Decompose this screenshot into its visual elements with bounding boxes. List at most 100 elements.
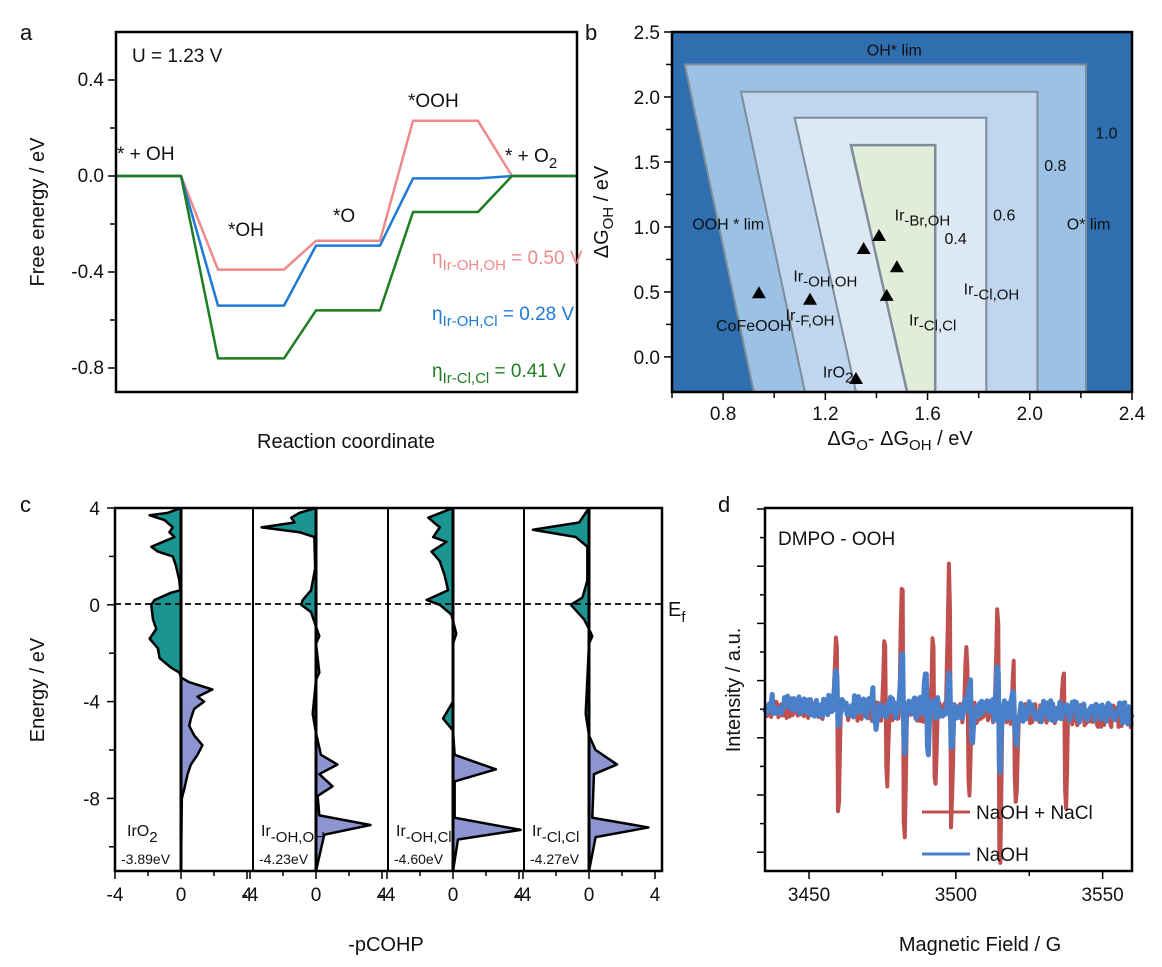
panel-d-label: d (718, 492, 730, 517)
state-label: * + O2 (505, 146, 557, 172)
series-line-ir-cl-cl (116, 174, 577, 360)
panel-a-x-axis-title: Reaction coordinate (257, 431, 435, 453)
panel-a-y-ticks: 0.4 0.0 -0.4 -0.8 (71, 70, 116, 379)
panel-a-series (116, 119, 577, 360)
x-tick-label: 4 (242, 885, 253, 906)
y-tick-label: 0.5 (634, 283, 660, 304)
panel-a-potential-annotation: U = 1.23 V (132, 46, 223, 67)
antibonding-area (149, 508, 181, 871)
icohp-value: -4.23eV (259, 851, 309, 867)
point-label: Ir-Br,OH (895, 207, 951, 229)
panel-d-x-axis-title: Magnetic Field / G (899, 934, 1061, 956)
y-tick-label: 0 (89, 596, 100, 617)
panel-d-epr-spectrum: d 3450 3500 3550 DMPO - OOH NaOH + NaClNaO… (718, 492, 1135, 956)
series-line-ir-oh-oh (116, 119, 577, 271)
panel-d-frame (763, 506, 1134, 873)
panel-b-label: b (585, 20, 597, 45)
x-tick-label: 1.6 (914, 404, 940, 425)
panel-c-x-axis-title: -pCOHP (348, 934, 424, 956)
panel-b-frame (670, 30, 1134, 394)
region-label: OOH * lim (692, 217, 764, 234)
x-tick-label: -4 (242, 885, 259, 906)
series-line-ir-oh-cl (116, 174, 577, 307)
y-tick-label: 1.5 (634, 153, 660, 174)
bonding-area (453, 508, 521, 871)
x-tick-label: 0 (176, 885, 187, 906)
point-iro2 (849, 372, 863, 385)
subplot-label: Ir-Cl,Cl (532, 823, 579, 846)
x-tick-label: 0 (584, 885, 595, 906)
legend-label: NaOH (976, 845, 1029, 866)
x-tick-label: 2.0 (1017, 404, 1043, 425)
panel-a-state-labels: * + OH *OH *O *OOH * + O2 (117, 91, 557, 241)
region-label: O* lim (1067, 217, 1111, 234)
x-tick-label: 3500 (935, 885, 977, 906)
panel-d-title: DMPO - OOH (778, 529, 895, 550)
x-tick-label: -4 (379, 885, 396, 906)
panel-c-ticks: 40-4-8-4 0 4-4 0 4-4 0 4-4 0 4 (83, 499, 661, 906)
panel-b-region-labels: OH* lim OOH * lim O* lim 1.0 0.8 0.6 0.4 (692, 42, 1117, 247)
y-tick-label: 4 (89, 499, 100, 520)
panel-b-volcano-contour: b OH* lim OOH * lim O* lim 1.0 0.8 0.6 0.4 CoF… (585, 20, 1146, 454)
legend-label: NaOH + NaCl (976, 803, 1093, 824)
point-ir-f-oh (803, 292, 817, 305)
subplot-label: Ir-OH,OH (261, 823, 325, 846)
point-ir-oh-oh (856, 242, 871, 255)
y-tick-label: 0.0 (78, 166, 104, 187)
point-label: Ir-OH,OH (793, 269, 857, 291)
bonding-area (181, 508, 213, 871)
panel-a-free-energy-diagram: a 0.40.0-0.4-0.8 U = 1.23 V * + OH*OH*O*… (20, 20, 583, 453)
region-label: 0.6 (993, 207, 1015, 224)
subplot-label: IrO2 (127, 823, 158, 846)
x-tick-label: 1.2 (812, 404, 838, 425)
point-label: CoFeOOH (716, 318, 792, 335)
y-tick-label: -0.4 (71, 262, 104, 283)
y-tick-label: 0.0 (634, 348, 660, 369)
x-tick-label: 0 (448, 885, 459, 906)
state-label: *O (333, 206, 355, 227)
point-label: IrO2 (823, 365, 854, 387)
state-label: * + OH (117, 144, 175, 165)
x-tick-label: 2.4 (1119, 404, 1146, 425)
panel-b-y-axis-title: ΔGOH / eV (591, 165, 617, 258)
region-label: OH* lim (867, 42, 922, 59)
antibonding-area (532, 508, 589, 871)
icohp-value: -4.60eV (394, 851, 444, 867)
panel-a-overpotential-labels: ηIr-OH,OH = 0.50 V ηIr-OH,Cl = 0.28 V ηIr-… (432, 248, 583, 387)
panel-c-subplots: IrO2 -3.89eV Ir-OH,OH -4.23eV Ir-OH,Cl -4.60e… (121, 506, 650, 872)
point-label: Ir-Cl,Cl (909, 313, 956, 335)
state-label: *OH (228, 220, 264, 241)
panel-d-ticks: 3450 3500 3550 (757, 508, 1124, 906)
point-cofeooh (751, 286, 766, 299)
x-tick-label: 0.8 (710, 404, 736, 425)
point-label: Ir-Cl,OH (964, 282, 1020, 304)
point-ir-br-oh (872, 229, 886, 242)
panel-b-ticks: 0.8 1.2 1.6 2.0 2.4 2.5 2.0 1.5 1.0 0.5 0.0 (634, 23, 1146, 425)
panel-c-y-axis-title: Energy / eV (27, 637, 49, 742)
state-label: *OOH (408, 91, 459, 112)
x-tick-label: 0 (311, 885, 322, 906)
panel-d-legend: NaOH + NaCl NaOH (922, 803, 1093, 866)
y-tick-label: 1.0 (634, 218, 660, 239)
y-tick-label: -0.8 (71, 358, 104, 379)
x-tick-label: -4 (107, 885, 124, 906)
panel-b-x-axis-title: ΔGO- ΔGOH / eV (827, 428, 973, 454)
y-tick-label: 0.4 (78, 70, 105, 91)
delta-g-o: ΔG (827, 428, 856, 450)
point-ir-cl-oh (889, 260, 904, 273)
panel-a-frame (114, 30, 579, 394)
pcohp-curve (260, 506, 372, 872)
panel-c-pcohp: c IrO2 -3.89eV Ir-OH,OH -4.23eV Ir-OH,Cl -4.6… (20, 492, 686, 956)
eta-label-ir-oh-cl: ηIr-OH,Cl = 0.28 V (432, 304, 574, 330)
x-tick-label: 3550 (1081, 885, 1123, 906)
subplot-label: Ir-OH,Cl (396, 823, 452, 846)
panel-d-series (762, 561, 1135, 865)
pcohp-curve (531, 507, 650, 872)
icohp-value: -3.89eV (121, 851, 171, 867)
panel-d-y-axis-title: Intensity / a.u. (723, 628, 745, 753)
x-tick-label: 3450 (788, 885, 830, 906)
antibonding-area (261, 508, 316, 871)
panel-a-label: a (20, 20, 33, 45)
